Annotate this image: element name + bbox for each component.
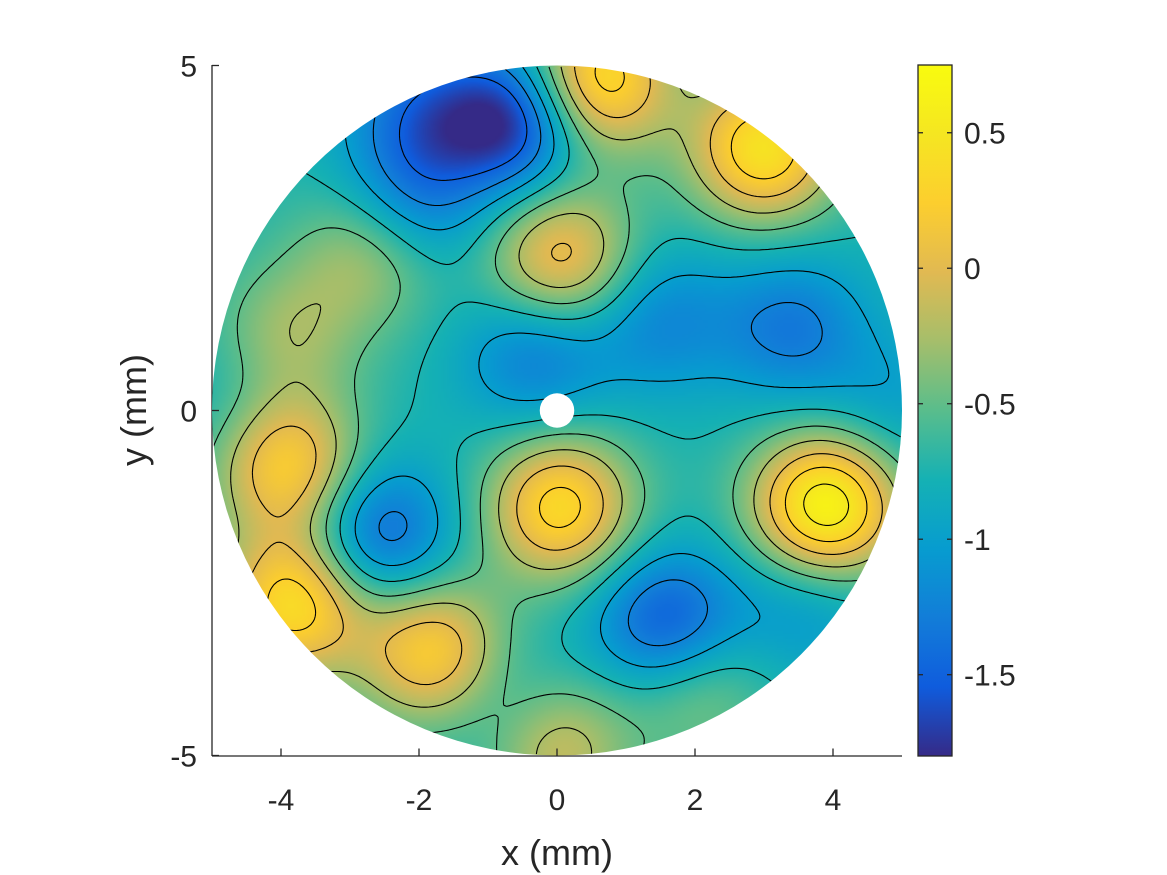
y-tick-label: 0	[180, 396, 197, 429]
colorbar: 0.5 0 -0.5 -1 -1.5	[917, 64, 1016, 757]
heatmap-image	[212, 65, 902, 756]
plot-area: -4 -2 0 2 4 -5 0 5	[170, 51, 902, 817]
contour-line	[803, 483, 850, 526]
heatmap-disk	[212, 65, 902, 756]
contour-line	[213, 66, 901, 755]
x-tick-label: 2	[687, 784, 704, 817]
x-tick-label: -4	[268, 784, 295, 817]
y-ticks: -5 0 5	[170, 51, 219, 774]
x-tick-label: 4	[825, 784, 842, 817]
x-tick-label: -2	[406, 784, 433, 817]
y-axis-label: y (mm)	[113, 354, 154, 466]
x-axis-label: x (mm)	[501, 832, 613, 873]
colorbar-ticks: 0.5 0 -0.5 -1 -1.5	[918, 118, 1016, 693]
colorbar-tick-label: -0.5	[964, 389, 1016, 422]
colorbar-frame	[917, 64, 953, 757]
y-tick-label: -5	[170, 741, 197, 774]
colorbar-tick-label: 0.5	[964, 118, 1006, 151]
colorbar-gradient	[918, 65, 952, 756]
x-tick-label: 0	[549, 784, 566, 817]
colorbar-tick-label: -1	[964, 524, 991, 557]
colorbar-tick-label: 0	[964, 253, 981, 286]
y-tick-label: 5	[180, 51, 197, 84]
x-ticks: -4 -2 0 2 4	[268, 748, 842, 817]
colorbar-tick-label: -1.5	[964, 660, 1016, 693]
